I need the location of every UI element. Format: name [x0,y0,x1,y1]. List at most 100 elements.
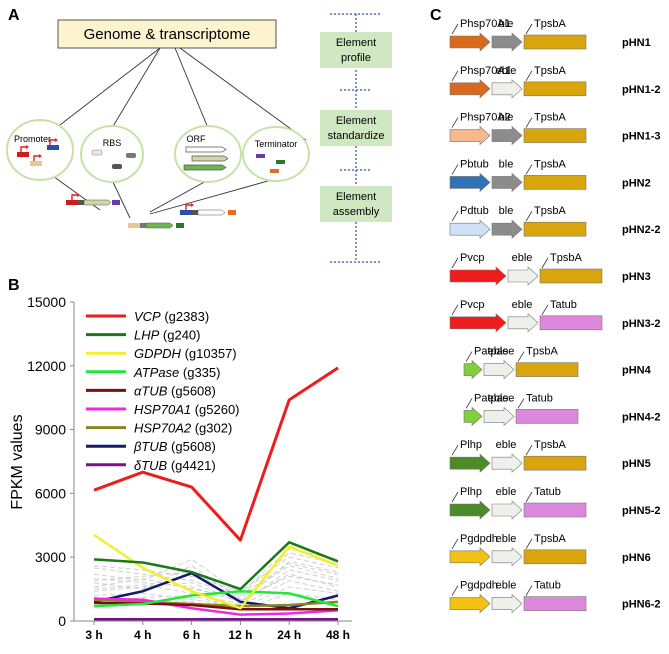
category-promoter: Promoter [14,134,51,144]
construct-name: pHN5-2 [622,505,661,517]
promoter-label: Plhp [460,439,482,451]
y-axis-label: FPKM values [9,414,26,509]
x-tick-label: 4 h [134,628,151,642]
marker-label: ble [499,205,514,217]
series-line [93,366,339,542]
marker-label: ble [499,158,514,170]
promoter-leader [451,23,459,35]
marker-label: eble [488,392,509,404]
series-line [93,598,339,608]
terminator-label: TpsbA [534,65,566,77]
promoter-label: Plhp [460,486,482,498]
marker-label: ble [499,112,514,124]
terminator-label: Tatub [534,580,561,592]
terminator-label: Tatub [550,299,577,311]
marker-arrow [507,266,539,286]
marker-arrow [483,359,515,380]
step-profile-line1: Element [336,37,376,49]
marker-arrow [491,172,523,193]
marker-arrow [491,593,523,614]
marker-arrow [483,406,515,427]
marker-label: eble [496,580,517,592]
terminator-block [523,175,587,190]
promoter-leader [451,444,459,456]
promoter-arrow [449,172,491,193]
x-tick-label: 3 h [85,628,102,642]
construct-name: pHN1-2 [622,84,661,96]
legend-label: HSP70A1 (g5260) [134,402,240,417]
terminator-element-icons [256,154,285,173]
marker-label: eble [496,486,517,498]
terminator-leader [525,164,533,175]
construct-name: pHN4 [622,365,652,377]
promoter-oval [6,119,74,181]
promoter-leader [451,210,459,222]
construct-name: pHN4-2 [622,411,661,423]
terminator-label: TpsbA [534,112,566,124]
promoter-arrow [449,32,491,52]
marker-label: eble [496,533,517,545]
step-assembly-line1: Element [336,191,376,203]
marker-label: eble [512,299,533,311]
terminator-block [523,81,587,97]
step-standardize-box [320,110,392,146]
rbs-element-icons [91,149,136,169]
construct-name: pHN3-2 [622,318,661,330]
category-terminator: Terminator [255,139,298,149]
construct-pHN2: Pbtub ble TpsbA pHN2 [449,158,651,193]
step-assembly-box [320,186,392,222]
terminator-block [515,409,579,424]
construct-name: pHN2-2 [622,224,661,236]
promoter-label: Patpase [474,346,514,358]
x-tick-label: 24 h [277,628,301,642]
promoter-arrow [449,593,491,614]
terminator-leader [525,70,533,82]
terminator-leader [525,538,533,550]
x-tick-label: 12 h [228,628,252,642]
construct-pHN5: Plhp eble TpsbA pHN5 [449,439,651,473]
panel-a: A Genome & transcriptome Promoter [6,7,392,263]
promoter-label: Pvcp [460,252,484,264]
legend-label: LHP (g240) [134,328,201,343]
promoter-leader [451,117,459,128]
terminator-label: Tatub [534,486,561,498]
orf-element-icons [183,146,229,171]
promoter-label: Phsp70A2 [460,112,511,124]
promoter-leader [451,585,459,596]
marker-arrow [491,547,523,567]
series-line [93,597,339,616]
promoter-leader [451,164,459,175]
chart-axes: 0 3000 6000 9000 12000 15000 3 h 4 h 6 h 12 h 24 h… [27,294,352,642]
construct-name: pHN1 [622,37,651,49]
terminator-leader [525,23,533,35]
promoter-label: Pgdpdh [460,533,498,545]
promoter-arrow [449,547,491,567]
construct-name: pHN5 [622,458,651,470]
y-tick-label: 6000 [35,485,66,501]
terminator-label: TpsbA [526,346,558,358]
category-orf: ORF [187,134,207,144]
terminator-label: TpsbA [534,205,566,217]
promoter-arrow [449,313,507,333]
genome-box [57,19,277,49]
assembled-constructs [66,193,236,229]
terminator-leader [525,491,533,503]
terminator-leader [541,257,549,269]
terminator-label: TpsbA [534,533,566,545]
terminator-label: TpsbA [534,158,566,170]
terminator-leader [517,351,525,362]
chart-legend: VCP (g2383) LHP (g240) GDPDH (g10357) ATPas… [86,309,240,473]
series-line [93,589,339,608]
promoter-arrow [449,500,491,520]
promoter-leader [451,538,459,550]
terminator-label: TpsbA [550,252,582,264]
promoter-arrow [449,453,491,473]
promoter-arrow [449,125,491,146]
promoter-leader [465,398,473,409]
